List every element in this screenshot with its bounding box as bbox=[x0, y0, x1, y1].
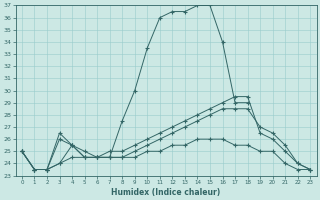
X-axis label: Humidex (Indice chaleur): Humidex (Indice chaleur) bbox=[111, 188, 221, 197]
